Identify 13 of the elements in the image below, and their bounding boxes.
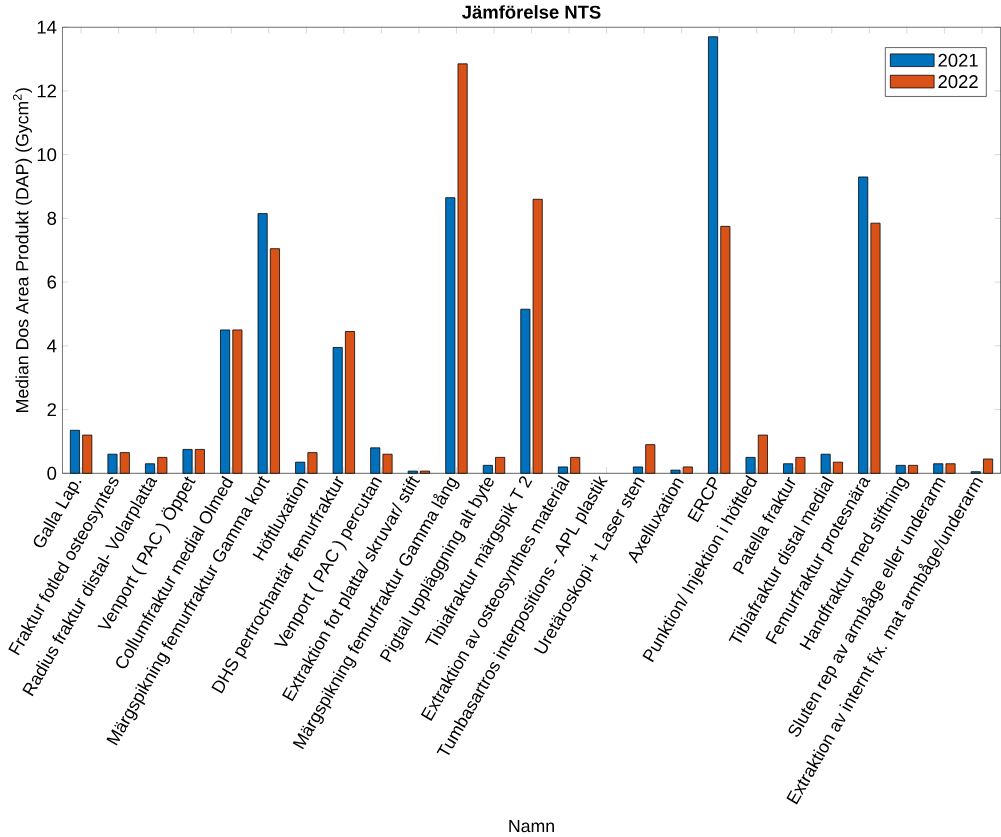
legend-label: 2021 xyxy=(938,53,978,67)
y-tick-label: 10 xyxy=(37,147,57,161)
y-tick-label: 14 xyxy=(37,20,57,34)
y-tick-label: 6 xyxy=(47,275,57,289)
legend-label: 2022 xyxy=(938,74,978,88)
y-tick-label: 8 xyxy=(47,211,57,225)
y-tick-label: 4 xyxy=(47,339,57,353)
x-axis-title: Namn xyxy=(509,819,554,833)
y-axis-title: Median Dos Area Produkt (DAP) (Gycm$^{2}$) xyxy=(12,88,32,412)
y-tick-label: 0 xyxy=(47,466,57,480)
y-tick-label: 12 xyxy=(37,84,56,98)
y-tick-label: 2 xyxy=(47,402,56,416)
chart-title: Jämförelse NTS xyxy=(462,4,601,19)
